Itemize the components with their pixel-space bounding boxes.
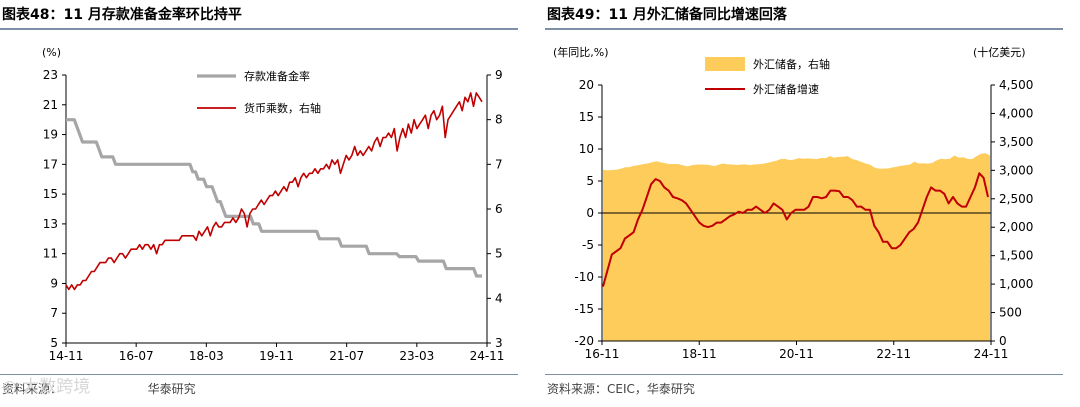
right-tick-label: 7 bbox=[495, 157, 503, 171]
left-tick-label: -15 bbox=[574, 302, 594, 316]
x-tick-label: 19-11 bbox=[259, 349, 294, 363]
series-line-money-multiplier bbox=[65, 92, 483, 291]
source-tail: 华泰研究 bbox=[147, 382, 196, 396]
left-tick-label: 7 bbox=[50, 306, 58, 320]
left-tick-label: 20 bbox=[579, 78, 594, 92]
right-tick-label: 5 bbox=[495, 247, 503, 261]
right-tick-label: 9 bbox=[495, 68, 503, 82]
left-tick-label: 23 bbox=[43, 68, 58, 82]
right-tick-label: 2,000 bbox=[999, 220, 1033, 234]
legend-label: 外汇储备，右轴 bbox=[753, 57, 830, 71]
x-tick-label: 22-11 bbox=[876, 347, 911, 361]
left-tick-label: 10 bbox=[579, 142, 594, 156]
chart-title: 图表49：11 月外汇储备同比增速回落 bbox=[547, 7, 787, 23]
right-chart-panel: 图表49：11 月外汇储备同比增速回落 -20 -15 -10 -5 0 5 10 15 20 0… bbox=[545, 0, 1080, 407]
bottom-rule bbox=[545, 374, 1063, 375]
series-line-fx-growth bbox=[602, 172, 989, 287]
watermark-logo: ◎ 大数跨境 bbox=[2, 377, 91, 397]
reserve-ratio-chart: 5 7 9 11 13 15 17 19 21 23 3 4 5 6 7 8 9 14-11 16-07 18-03 1… bbox=[42, 46, 505, 363]
left-tick-label: -5 bbox=[582, 238, 594, 252]
left-tick-label: 13 bbox=[43, 217, 58, 231]
source-note: 资料来源：CEIC，华泰研究 bbox=[547, 382, 695, 396]
right-tick-label: 1,000 bbox=[999, 277, 1033, 291]
x-tick-label: 18-11 bbox=[682, 347, 717, 361]
right-tick-label: 2,500 bbox=[999, 192, 1033, 206]
left-axis-unit: (年同比,%) bbox=[553, 45, 609, 59]
title-rule bbox=[0, 28, 518, 30]
left-tick-label: -10 bbox=[574, 270, 594, 284]
x-tick-label: 20-11 bbox=[779, 347, 814, 361]
left-tick-label: 11 bbox=[43, 247, 58, 261]
source-note: 资料来源： 华泰研究 bbox=[2, 380, 196, 397]
x-tick-label: 18-03 bbox=[189, 349, 224, 363]
x-tick-label: 16-07 bbox=[119, 349, 154, 363]
source-prefix: 资料来源： bbox=[2, 382, 63, 396]
left-tick-label: 5 bbox=[50, 336, 58, 350]
series-line-reserve-ratio bbox=[66, 118, 482, 278]
legend-label: 存款准备金率 bbox=[244, 69, 310, 83]
right-tick-label: 8 bbox=[495, 113, 503, 127]
bottom-rule bbox=[0, 374, 518, 375]
x-tick-label: 24-11 bbox=[974, 347, 1009, 361]
series-area-fx-reserves bbox=[603, 153, 990, 341]
right-tick-label: 4 bbox=[495, 291, 503, 305]
left-tick-label: 0 bbox=[586, 206, 594, 220]
left-tick-label: 15 bbox=[43, 187, 58, 201]
left-tick-label: 5 bbox=[586, 174, 594, 188]
x-tick-label: 21-07 bbox=[329, 349, 364, 363]
right-tick-label: 3,000 bbox=[999, 163, 1033, 177]
x-tick-label: 24-11 bbox=[470, 349, 505, 363]
left-tick-label: 17 bbox=[43, 157, 58, 171]
title-rule bbox=[545, 28, 1063, 30]
right-tick-label: 3,500 bbox=[999, 135, 1033, 149]
right-tick-label: 4,000 bbox=[999, 106, 1033, 120]
right-tick-label: 6 bbox=[495, 202, 503, 216]
fx-reserve-chart: -20 -15 -10 -5 0 5 10 15 20 0 500 1,000 1,500 2,000 2,… bbox=[553, 45, 1033, 361]
right-tick-label: 0 bbox=[999, 334, 1007, 348]
left-chart-panel: 图表48：11 月存款准备金率环比持平 5 7 9 11 13 15 17 19 21 23 3 4 5… bbox=[0, 0, 535, 407]
left-tick-label: 9 bbox=[50, 276, 58, 290]
x-tick-label: 14-11 bbox=[49, 349, 84, 363]
right-tick-label: 1,500 bbox=[999, 249, 1033, 263]
x-tick-label: 23-03 bbox=[399, 349, 434, 363]
left-tick-label: -20 bbox=[574, 334, 594, 348]
left-tick-label: 19 bbox=[43, 128, 58, 142]
right-tick-label: 3 bbox=[495, 336, 503, 350]
left-axis-unit: (%) bbox=[42, 46, 61, 59]
legend-swatch bbox=[705, 57, 745, 71]
right-tick-label: 500 bbox=[999, 306, 1022, 320]
right-axis-unit: (十亿美元) bbox=[973, 45, 1026, 59]
chart-title: 图表48：11 月存款准备金率环比持平 bbox=[2, 7, 242, 23]
x-tick-label: 16-11 bbox=[585, 347, 620, 361]
right-tick-label: 4,500 bbox=[999, 78, 1033, 92]
legend-label: 外汇储备增速 bbox=[753, 82, 819, 96]
left-tick-label: 21 bbox=[43, 98, 58, 112]
left-tick-label: 15 bbox=[579, 110, 594, 124]
legend-label: 货币乘数，右轴 bbox=[244, 101, 321, 115]
